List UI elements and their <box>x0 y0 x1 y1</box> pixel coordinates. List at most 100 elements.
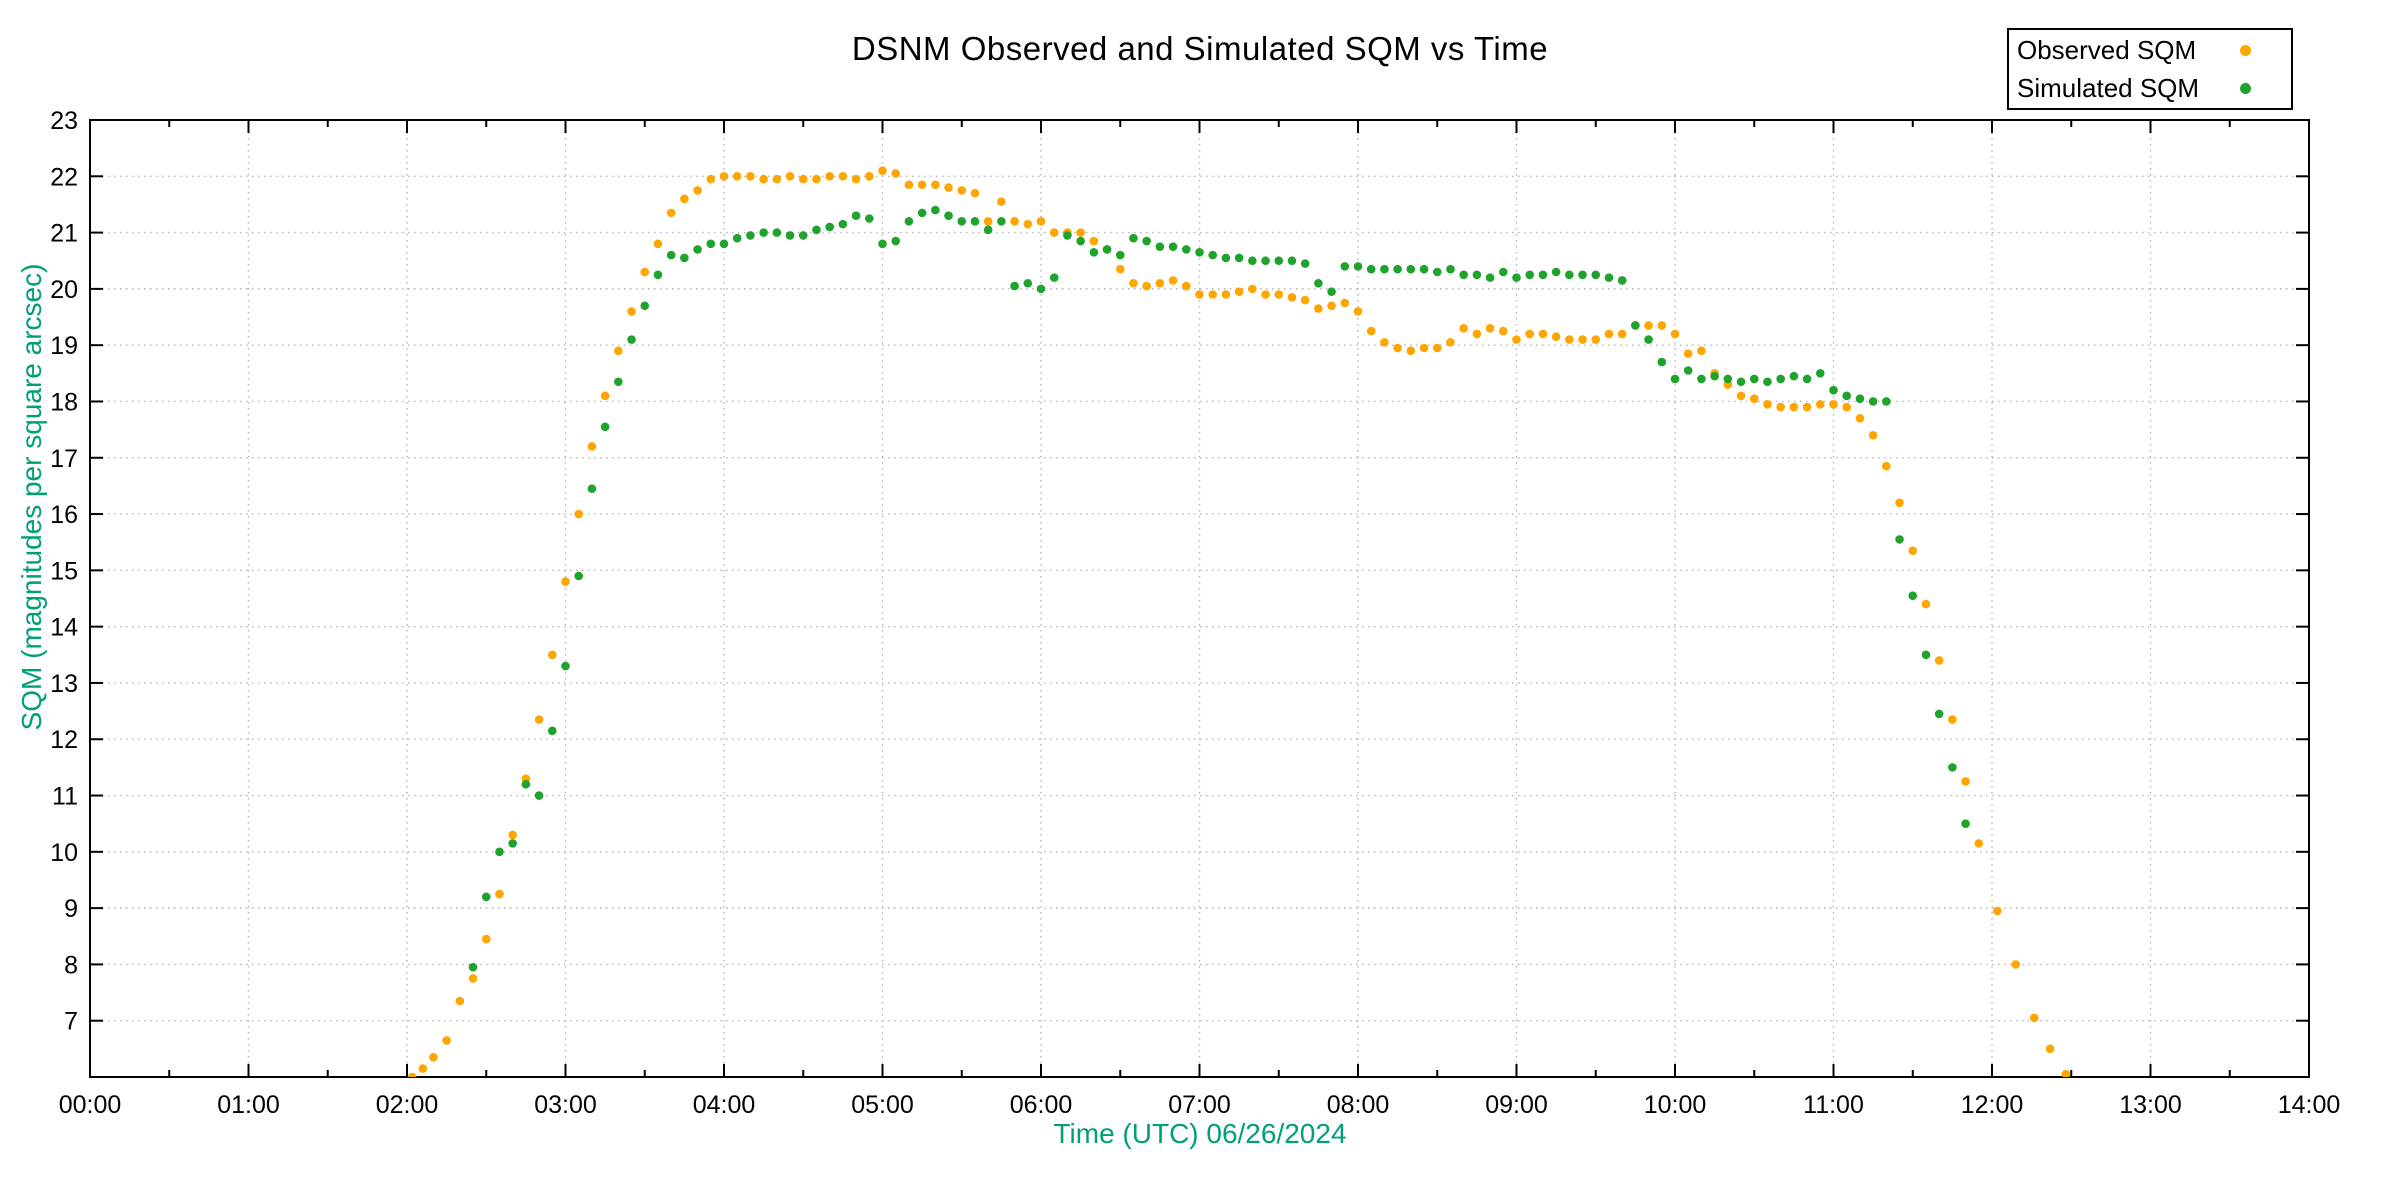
data-point <box>746 231 755 240</box>
data-point <box>1498 326 1508 336</box>
data-point <box>468 962 478 972</box>
data-point <box>1604 273 1614 282</box>
y-tick-label: 23 <box>50 107 78 135</box>
data-point <box>1485 273 1495 282</box>
data-point <box>561 577 570 586</box>
data-point <box>600 422 610 432</box>
data-point <box>666 208 676 218</box>
data-point <box>680 194 689 204</box>
data-point <box>917 180 927 190</box>
data-point <box>1446 338 1455 347</box>
data-point <box>759 228 768 237</box>
y-tick-label: 17 <box>50 445 78 473</box>
chart-title: DSNM Observed and Simulated SQM vs Time <box>851 30 1549 67</box>
data-point <box>1908 546 1918 555</box>
data-point <box>851 211 861 220</box>
data-point <box>957 186 967 195</box>
data-point <box>1855 394 1865 403</box>
data-point <box>1525 270 1535 280</box>
data-point <box>1961 819 1970 828</box>
data-point <box>1076 236 1085 246</box>
data-point <box>864 171 874 181</box>
x-tick-label: 14:00 <box>2278 1091 2341 1119</box>
data-point <box>1274 290 1284 299</box>
x-tick-label: 00:00 <box>59 1091 122 1119</box>
data-point <box>1432 267 1442 277</box>
data-point <box>1221 253 1231 263</box>
data-point <box>1142 281 1151 291</box>
data-point <box>1538 329 1548 339</box>
data-point <box>1366 264 1376 274</box>
data-point <box>1248 284 1257 294</box>
x-tick-label: 08:00 <box>1327 1091 1390 1119</box>
data-point <box>1657 321 1667 330</box>
data-point <box>2011 960 2021 969</box>
data-point <box>1749 374 1759 384</box>
data-point <box>468 974 478 983</box>
data-point <box>653 270 663 280</box>
data-point <box>547 726 557 736</box>
data-point <box>1657 357 1667 367</box>
x-tick-label: 06:00 <box>1010 1091 1073 1119</box>
x-tick-label: 10:00 <box>1644 1091 1707 1119</box>
data-point <box>1763 377 1772 387</box>
data-point <box>455 996 465 1006</box>
legend-label-observed: Observed SQM <box>2017 34 2197 65</box>
data-point <box>1644 321 1653 330</box>
y-tick-label: 22 <box>50 163 78 191</box>
data-point <box>1261 290 1270 299</box>
data-point <box>1406 264 1416 274</box>
data-point <box>640 267 650 277</box>
data-point <box>838 219 848 229</box>
data-point <box>1076 228 1085 237</box>
data-point <box>1578 335 1587 344</box>
data-point <box>1419 264 1429 274</box>
data-point <box>614 377 623 387</box>
data-point <box>1115 264 1125 274</box>
data-point <box>1023 219 1033 229</box>
tick-labels: 00:00 01:00 02:00 03:00 04:00 05:00 06:00 07:00… <box>50 107 2340 1119</box>
plot-border <box>89 119 2310 1078</box>
data-point <box>1789 371 1799 381</box>
data-point <box>481 934 491 944</box>
data-point <box>1300 259 1310 268</box>
data-point <box>719 171 729 181</box>
data-point <box>838 171 848 181</box>
data-point <box>680 253 689 263</box>
data-point <box>1776 374 1785 384</box>
data-point <box>1829 399 1838 409</box>
data-point <box>812 225 821 235</box>
data-point <box>1327 287 1336 296</box>
data-point <box>2029 1013 2039 1023</box>
data-point <box>1604 329 1614 339</box>
y-axis-label: SQM (magnitudes per square arcsec) <box>16 263 47 731</box>
data-point <box>851 174 861 184</box>
data-point <box>944 183 953 192</box>
data-point <box>1472 329 1482 339</box>
data-point <box>1855 414 1865 423</box>
data-point <box>1300 295 1310 305</box>
data-point <box>1670 329 1680 339</box>
y-tick-label: 14 <box>50 614 78 642</box>
data-point <box>1181 281 1191 291</box>
data-point <box>891 169 901 178</box>
data-point <box>983 225 993 235</box>
data-point <box>772 228 782 237</box>
data-point <box>1327 301 1336 311</box>
data-point <box>508 839 517 848</box>
data-point <box>917 208 927 218</box>
data-point <box>1974 839 1984 848</box>
data-point <box>1102 245 1112 254</box>
data-point <box>1644 335 1653 344</box>
data-point <box>534 791 544 800</box>
data-point <box>1155 278 1165 288</box>
data-point <box>785 231 795 240</box>
data-point <box>1789 402 1799 412</box>
data-point <box>746 171 755 181</box>
data-point <box>732 171 742 181</box>
data-point <box>1168 242 1178 251</box>
data-point <box>798 231 808 240</box>
data-point <box>1895 535 1904 544</box>
data-point <box>706 174 716 184</box>
